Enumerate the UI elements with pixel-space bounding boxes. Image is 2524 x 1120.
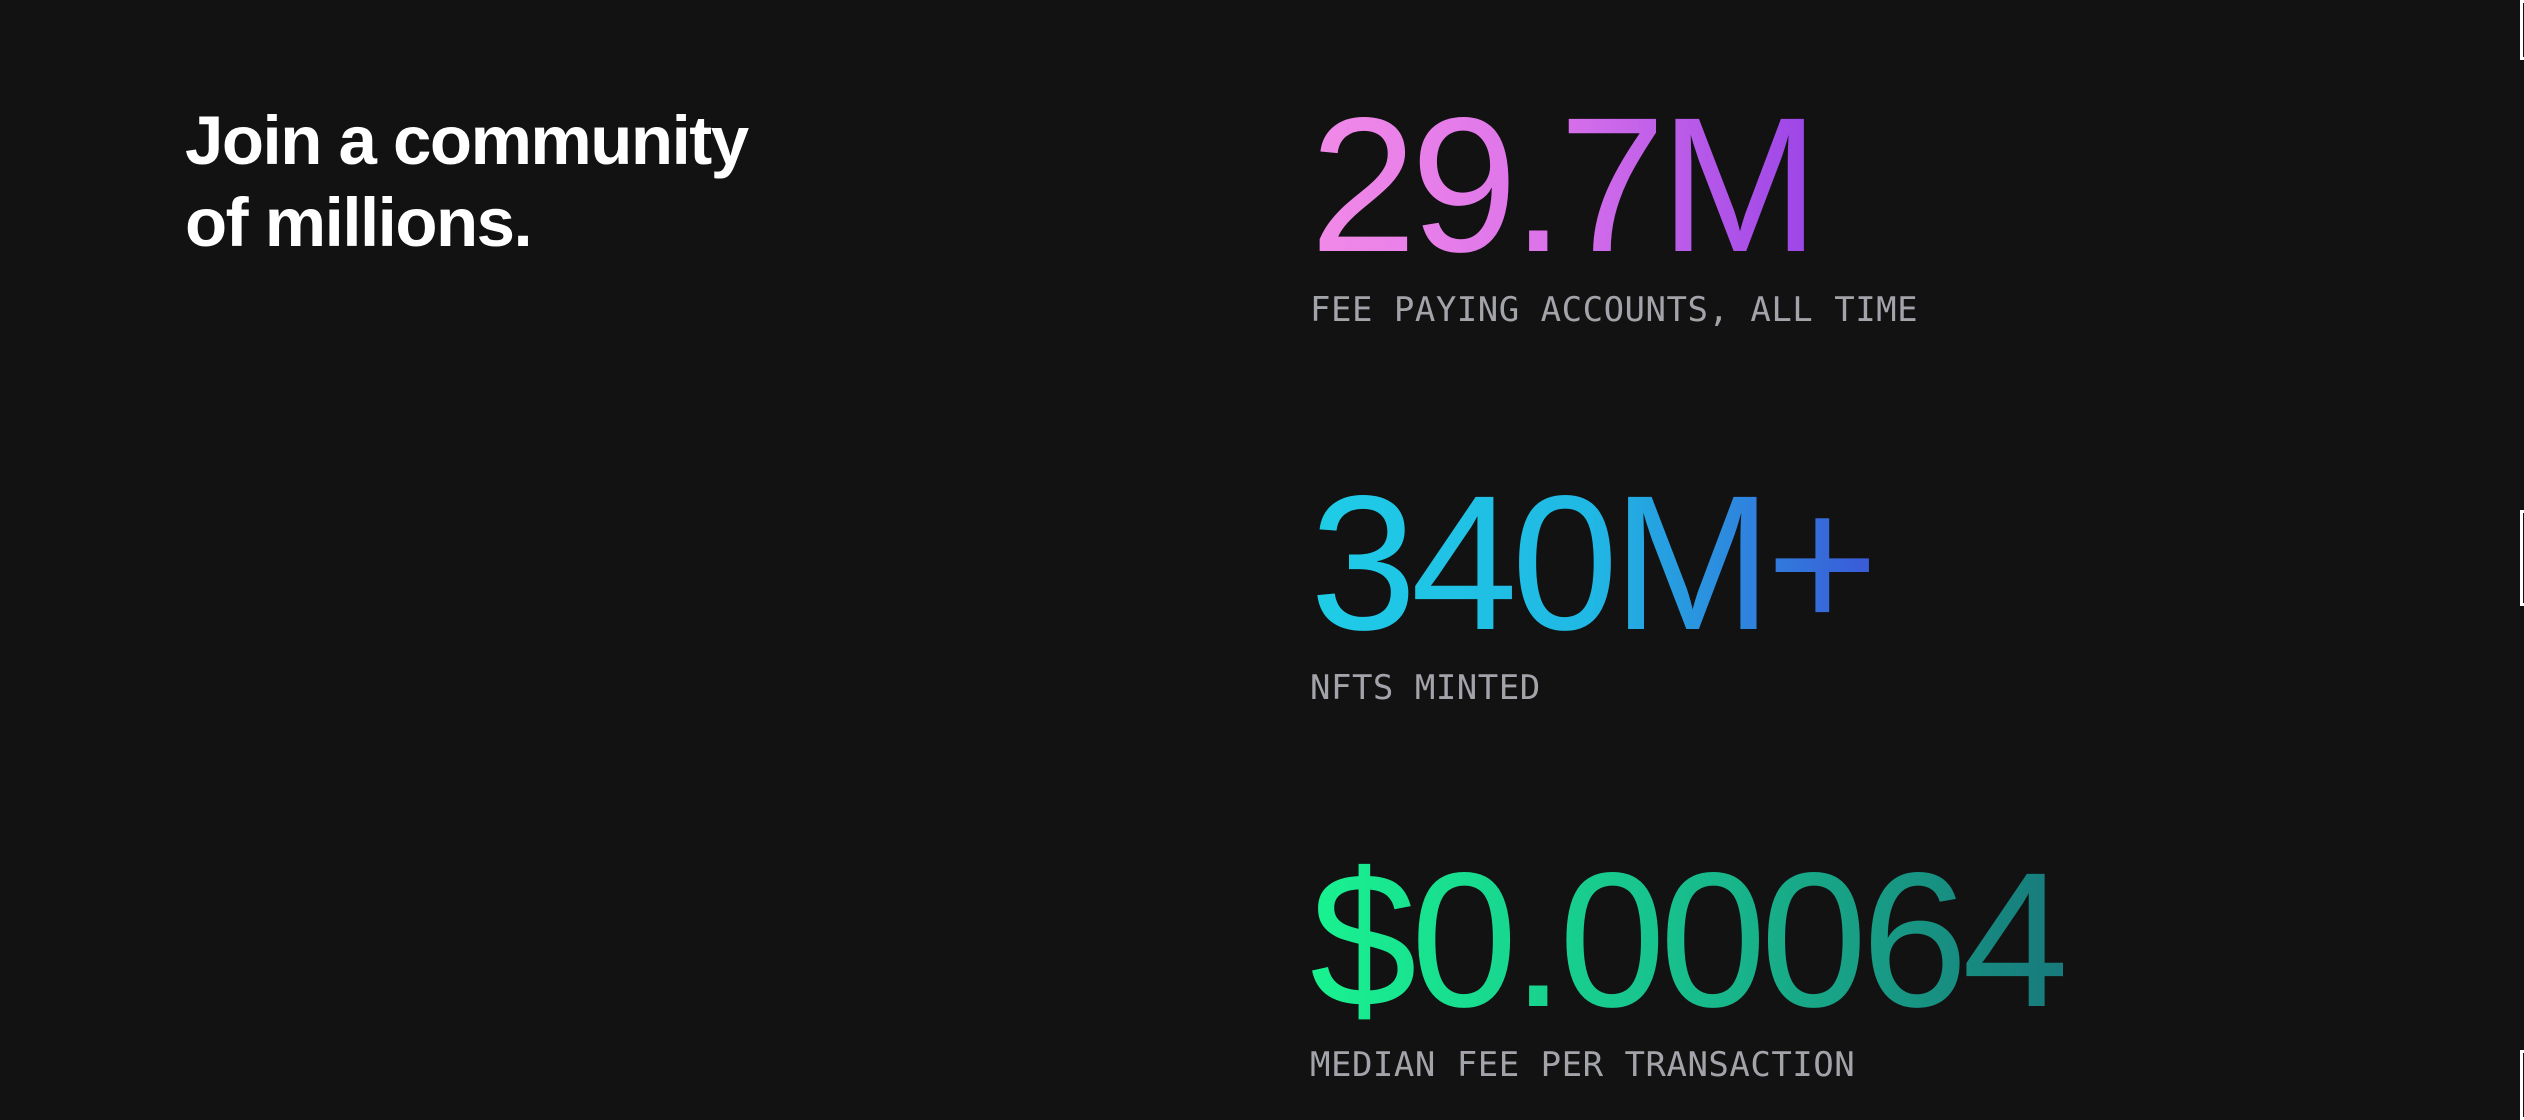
section-headline: Join a community of millions. bbox=[185, 100, 885, 264]
edge-bracket-mark bbox=[2520, 1050, 2524, 1120]
stat-value: 29.7M bbox=[1310, 77, 1820, 292]
edge-bracket-mark bbox=[2520, 510, 2524, 606]
stat-value: 340M+ bbox=[1310, 455, 1878, 670]
stat-label: FEE PAYING ACCOUNTS, ALL TIME bbox=[1310, 290, 1919, 330]
edge-bracket-mark bbox=[2520, 0, 2524, 60]
stats-list: 29.7M FEE PAYING ACCOUNTS, ALL TIME 340M… bbox=[1310, 0, 2460, 1120]
stat-nfts-minted: 340M+ NFTS MINTED bbox=[1310, 455, 2460, 709]
stat-value: $0.00064 bbox=[1310, 832, 2069, 1047]
headline-line-2: of millions. bbox=[185, 184, 533, 261]
stat-fee-paying-accounts: 29.7M FEE PAYING ACCOUNTS, ALL TIME bbox=[1310, 77, 2460, 331]
stat-label: NFTS MINTED bbox=[1310, 668, 1541, 708]
stat-label: MEDIAN FEE PER TRANSACTION bbox=[1310, 1045, 1856, 1085]
stat-median-fee: $0.00064 MEDIAN FEE PER TRANSACTION bbox=[1310, 832, 2460, 1086]
headline-line-1: Join a community bbox=[185, 102, 749, 179]
